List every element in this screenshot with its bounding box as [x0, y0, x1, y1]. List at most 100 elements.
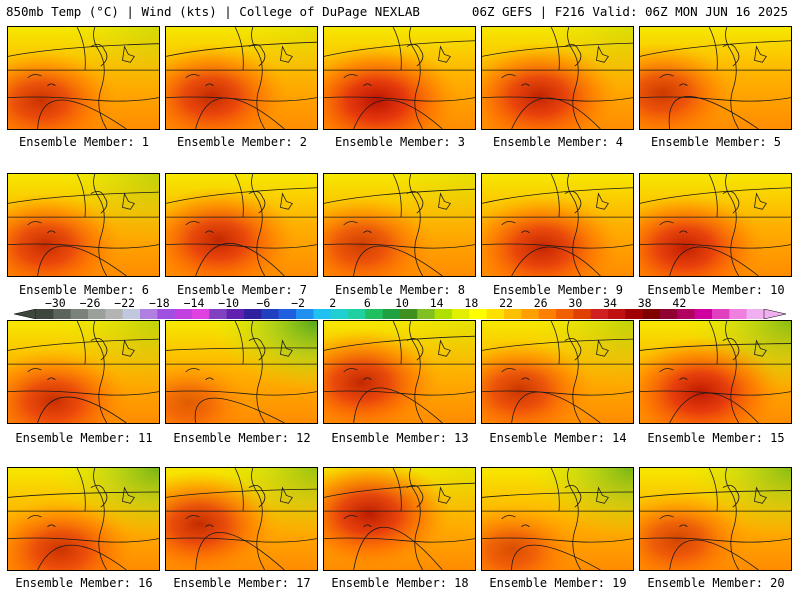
colorbar-swatch — [694, 309, 713, 319]
colorbar-tick-label: 38 — [637, 296, 652, 310]
colorbar-tick-label: 18 — [464, 296, 479, 310]
colorbar-swatch — [729, 309, 747, 319]
colorbar-swatch — [677, 309, 695, 319]
ensemble-member-map — [639, 26, 792, 130]
ensemble-member-map — [7, 26, 160, 130]
colorbar-tick-label: −18 — [148, 296, 170, 310]
ensemble-member-map — [165, 320, 318, 424]
header-valid-time: 06Z GEFS | F216 Valid: 06Z MON JUN 16 20… — [471, 4, 788, 19]
colorbar-tick-label: 34 — [603, 296, 617, 310]
ensemble-member-label: Ensemble Member: 9 — [492, 283, 624, 297]
ensemble-member-map — [323, 320, 476, 424]
ensemble-member-label: Ensemble Member: 5 — [650, 135, 782, 149]
colorbar-tick-label: 2 — [329, 296, 337, 310]
colorbar-swatch — [278, 309, 297, 319]
colorbar-swatch — [417, 309, 435, 319]
colorbar-swatch — [192, 309, 210, 319]
colorbar-swatch — [174, 309, 193, 319]
colorbar-swatch — [382, 309, 401, 319]
colorbar-swatch — [296, 309, 314, 319]
colorbar-swatch — [642, 309, 661, 319]
colorbar-tick-label: 6 — [363, 296, 371, 310]
ensemble-member-map — [481, 26, 634, 130]
header-title: 850mb Temp (°C) | Wind (kts) | College o… — [6, 4, 420, 19]
ensemble-member-label: Ensemble Member: 8 — [334, 283, 466, 297]
ensemble-member-label: Ensemble Member: 18 — [331, 576, 469, 590]
ensemble-member-map — [481, 467, 634, 571]
temperature-colorbar: −30 −26 −22 −18 −14 −10 −6 −2 2 6 10 14 18 22 26 30 34 38… — [14, 297, 786, 321]
colorbar-swatch — [348, 309, 366, 319]
colorbar-swatch — [88, 309, 106, 319]
colorbar-swatch — [70, 309, 89, 319]
colorbar-tick-label: 26 — [533, 296, 548, 310]
colorbar-swatch — [538, 309, 557, 319]
colorbar-swatch — [365, 309, 383, 319]
colorbar-tick-label: −10 — [218, 296, 240, 310]
ensemble-member-map — [7, 467, 160, 571]
colorbar-swatch — [590, 309, 609, 319]
ensemble-member-label: Ensemble Member: 2 — [176, 135, 308, 149]
ensemble-member-map — [639, 467, 792, 571]
ensemble-member-label: Ensemble Member: 1 — [18, 135, 150, 149]
ensemble-member-label: Ensemble Member: 15 — [647, 431, 785, 445]
ensemble-member-map — [323, 173, 476, 277]
ensemble-member-label: Ensemble Member: 6 — [18, 283, 150, 297]
colorbar-tick-label: 42 — [672, 296, 687, 310]
colorbar-arrow-left — [14, 309, 37, 319]
colorbar-swatch — [157, 309, 175, 319]
ensemble-member-map — [165, 26, 318, 130]
colorbar-swatch — [746, 309, 765, 319]
ensemble-member-label: Ensemble Member: 7 — [176, 283, 308, 297]
colorbar-swatch — [209, 309, 227, 319]
colorbar-swatch — [469, 309, 487, 319]
colorbar-tick-label: 30 — [568, 296, 583, 310]
colorbar-swatch — [573, 309, 591, 319]
colorbar-tick-label: −22 — [114, 296, 136, 310]
ensemble-member-label: Ensemble Member: 11 — [15, 431, 153, 445]
colorbar-tick-label: −26 — [79, 296, 101, 310]
ensemble-member-map — [323, 467, 476, 571]
colorbar-swatch — [53, 309, 71, 319]
ensemble-member-map — [639, 320, 792, 424]
colorbar-tick-label: −6 — [256, 296, 271, 310]
ensemble-member-label: Ensemble Member: 20 — [647, 576, 785, 590]
ensemble-member-label: Ensemble Member: 4 — [492, 135, 624, 149]
ensemble-member-label: Ensemble Member: 10 — [647, 283, 785, 297]
ensemble-member-map — [481, 173, 634, 277]
ensemble-member-label: Ensemble Member: 14 — [489, 431, 627, 445]
colorbar-swatch — [452, 309, 470, 319]
colorbar-swatch — [486, 309, 505, 319]
colorbar-swatch — [330, 309, 349, 319]
colorbar-swatch — [36, 309, 54, 319]
ensemble-member-label: Ensemble Member: 3 — [334, 135, 466, 149]
ensemble-member-label: Ensemble Member: 19 — [489, 576, 627, 590]
colorbar-tick-label: −30 — [44, 296, 66, 310]
colorbar-tick-label: 10 — [395, 296, 409, 310]
ensemble-member-label: Ensemble Member: 13 — [331, 431, 469, 445]
colorbar-swatch — [261, 309, 279, 319]
colorbar-swatch — [226, 309, 245, 319]
ensemble-member-map — [165, 467, 318, 571]
colorbar-swatch — [434, 309, 453, 319]
ensemble-member-map — [323, 26, 476, 130]
ensemble-member-map — [7, 173, 160, 277]
colorbar-tick-label: −14 — [183, 296, 205, 310]
colorbar-swatch — [504, 309, 522, 319]
colorbar-tick-label: 22 — [499, 296, 513, 310]
colorbar-tick-label: −2 — [291, 296, 305, 310]
colorbar-swatch — [556, 309, 574, 319]
colorbar-swatch — [313, 309, 331, 319]
colorbar-swatch — [712, 309, 730, 319]
ensemble-member-map — [7, 320, 160, 424]
ensemble-member-map — [481, 320, 634, 424]
colorbar-swatch — [140, 309, 158, 319]
ensemble-member-map — [639, 173, 792, 277]
colorbar-swatch — [105, 309, 123, 319]
colorbar-swatch — [660, 309, 678, 319]
colorbar-swatch — [521, 309, 539, 319]
colorbar-swatch — [625, 309, 643, 319]
ensemble-member-label: Ensemble Member: 17 — [173, 576, 311, 590]
colorbar-swatch — [244, 309, 262, 319]
colorbar-swatch — [122, 309, 141, 319]
ensemble-member-label: Ensemble Member: 16 — [15, 576, 153, 590]
